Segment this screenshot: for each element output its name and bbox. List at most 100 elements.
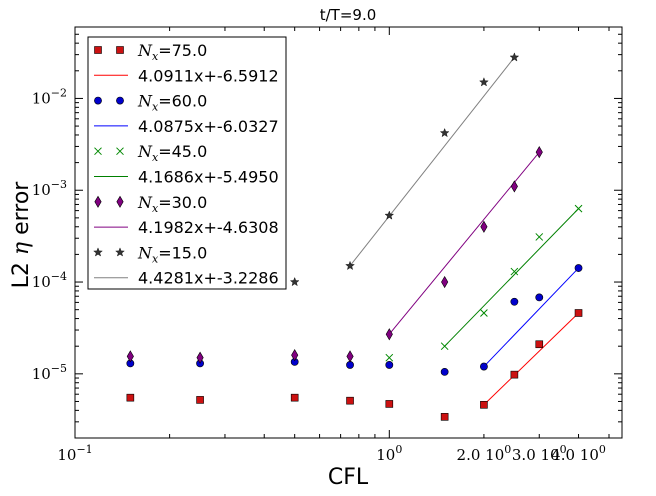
x-tick-label-exp: 0 <box>560 443 567 456</box>
data-point <box>480 220 488 233</box>
y-axis-label-suffix: error <box>9 181 34 242</box>
data-point <box>440 367 449 376</box>
x-tick-label-base: 10 <box>580 446 599 464</box>
legend-entry-symbol: N <box>137 142 153 161</box>
x-tick-label: 2.0 100 <box>457 443 512 464</box>
legend-entry-symbol: N <box>137 41 153 60</box>
legend-entry-value: =75.0 <box>158 41 207 60</box>
x-tick-label-exp: 0 <box>504 443 511 456</box>
series-x <box>385 204 583 362</box>
data-point <box>440 413 449 421</box>
fit-line <box>349 57 515 267</box>
data-point <box>441 275 449 289</box>
data-point <box>385 361 394 369</box>
x-tick-label-base: 10 <box>376 446 395 464</box>
legend-entry-label: Nx=30.0 <box>137 193 207 215</box>
data-point <box>509 52 520 62</box>
x-tick-label-prefix: 2.0 <box>457 446 486 464</box>
data-point <box>510 297 519 306</box>
y-tick-label: 10−5 <box>32 362 67 383</box>
data-point <box>126 350 134 363</box>
data-point <box>385 328 393 341</box>
x-tick-label: 4.0 100 <box>551 443 606 464</box>
legend-entry-value: =45.0 <box>158 142 207 161</box>
data-point <box>439 127 450 138</box>
data-point <box>510 267 519 276</box>
legend: Nx=75.04.0911x+-6.5912Nx=60.04.0875x+-6.… <box>87 36 287 290</box>
data-point <box>126 393 135 402</box>
fit-line <box>444 208 579 347</box>
legend-marker <box>94 195 102 208</box>
legend-fit-label: 4.1982x+-4.6308 <box>138 218 279 237</box>
legend-fit-label: 4.0911x+-6.5912 <box>138 66 279 85</box>
legend-box <box>87 36 287 290</box>
legend-marker <box>116 195 124 208</box>
legend-entry-subscript: x <box>152 151 159 164</box>
data-point <box>480 362 488 371</box>
y-tick-label-base: 10 <box>32 273 51 291</box>
x-tick-label: 3.0 100 <box>512 443 567 464</box>
x-tick-label-base: 10 <box>541 446 560 464</box>
x-axis-label: CFL <box>328 465 369 490</box>
data-point <box>574 309 583 317</box>
data-point <box>196 351 204 364</box>
y-tick-label: 10−3 <box>32 178 67 199</box>
legend-entry-value: =15.0 <box>158 243 207 262</box>
data-point <box>535 233 544 241</box>
y-tick-label-base: 10 <box>32 181 51 199</box>
data-point <box>535 293 544 302</box>
legend-entry-subscript: x <box>152 101 159 114</box>
fit-line <box>483 267 579 367</box>
data-point <box>535 146 543 159</box>
y-tick-label-exp: −3 <box>51 178 67 191</box>
legend-entry-label: Nx=45.0 <box>137 142 207 164</box>
data-point <box>346 396 354 405</box>
y-axis-label-symbol: η <box>9 242 34 255</box>
legend-entry-subscript: x <box>152 202 159 215</box>
legend-fit-label: 4.1686x+-5.4950 <box>138 168 279 187</box>
x-tick-label-prefix: 3.0 <box>512 446 541 464</box>
data-point <box>291 348 299 362</box>
legend-entry-value: =60.0 <box>158 92 207 111</box>
legend-fit-label: 4.0875x+-6.0327 <box>138 117 279 136</box>
data-point <box>440 342 449 351</box>
series-square <box>126 309 583 421</box>
data-point <box>289 276 300 287</box>
series-star <box>289 52 520 287</box>
legend-entry-subscript: x <box>152 252 159 265</box>
legend-entry-label: Nx=60.0 <box>137 92 207 114</box>
x-tick-label-exp: 0 <box>599 443 606 456</box>
series-layer <box>126 52 583 421</box>
legend-marker <box>116 147 124 156</box>
x-tick-label-base: 10 <box>485 446 504 464</box>
x-tick-label-exp: 0 <box>395 443 402 456</box>
y-tick-label-base: 10 <box>32 365 51 383</box>
chart-title: t/T=9.0 <box>320 6 377 24</box>
legend-fit-label: 4.4281x+-3.2286 <box>138 269 279 288</box>
data-point <box>480 400 488 409</box>
legend-entry-symbol: N <box>137 92 153 111</box>
data-point <box>385 353 394 362</box>
y-tick-label-exp: −2 <box>51 86 67 99</box>
data-point <box>574 204 583 213</box>
x-tick-label-prefix: 4.0 <box>551 446 580 464</box>
data-point <box>510 180 518 193</box>
legend-entry-symbol: N <box>137 193 153 212</box>
data-point <box>385 400 394 408</box>
fit-line <box>483 312 579 406</box>
legend-marker <box>115 247 125 257</box>
legend-marker <box>93 247 103 257</box>
x-tick-label-base: 10 <box>57 446 76 464</box>
legend-marker <box>94 147 102 156</box>
series-diamond <box>126 146 543 364</box>
data-point <box>346 350 354 363</box>
legend-entry-value: =30.0 <box>158 193 207 212</box>
legend-entry-symbol: N <box>137 243 153 262</box>
legend-marker <box>116 46 124 54</box>
data-point <box>384 210 395 220</box>
x-tick-label: 100 <box>376 443 402 464</box>
legend-entry-label: Nx=15.0 <box>137 243 207 265</box>
legend-entry-label: Nx=75.0 <box>137 41 207 63</box>
legend-entry-subscript: x <box>152 50 159 63</box>
